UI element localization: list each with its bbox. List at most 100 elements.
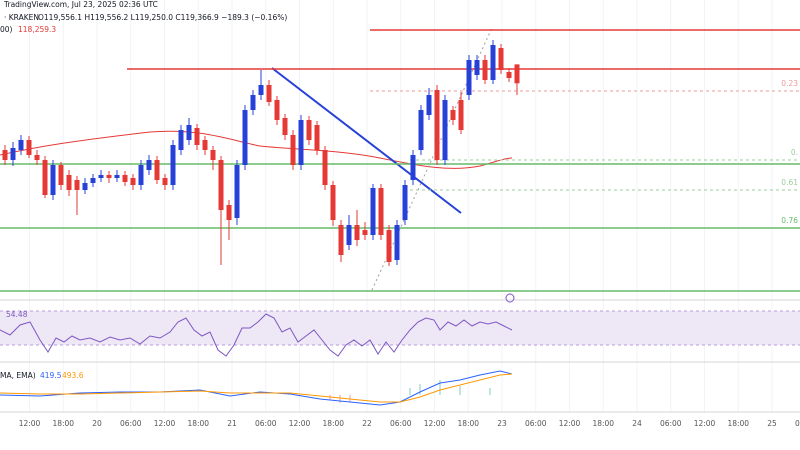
candle-body — [186, 125, 192, 140]
candle-body — [290, 135, 296, 165]
x-tick-label: 12:00 — [424, 419, 446, 428]
candles — [2, 40, 520, 266]
rsi-line — [0, 313, 513, 357]
candle-body — [274, 100, 280, 120]
candle-body — [74, 180, 80, 190]
candle-body — [298, 120, 304, 165]
x-tick-label: 06:00 — [660, 419, 682, 428]
levels: 0.23 0. 0.61 0.76 — [0, 29, 800, 292]
candle-body — [306, 120, 312, 140]
candle-body — [122, 175, 128, 182]
candle-body — [82, 183, 88, 190]
candle-body — [474, 60, 480, 75]
candle-body — [242, 110, 248, 165]
x-tick-label: 18:00 — [52, 419, 74, 428]
x-tick-label: 25 — [767, 419, 777, 428]
x-tick-label: 12:00 — [154, 419, 176, 428]
candle-body — [194, 128, 200, 145]
candle-body — [330, 185, 336, 220]
fib-label: 0.76 — [781, 216, 798, 225]
signal-line — [0, 373, 513, 403]
candle-body — [514, 64, 520, 84]
event-icon[interactable] — [505, 293, 515, 303]
x-tick-label: 22 — [362, 419, 372, 428]
candle-body — [226, 205, 232, 220]
candle-body — [418, 110, 424, 150]
candle-body — [450, 110, 456, 120]
candle-body — [58, 165, 64, 185]
candle-body — [162, 178, 168, 185]
ma-value: 118,259.3 — [18, 25, 56, 34]
candle-body — [202, 140, 208, 150]
candle-body — [370, 188, 376, 235]
x-tick-label: 18:00 — [727, 419, 749, 428]
candle-body — [42, 160, 48, 195]
exchange-label: · KRAKEN — [4, 13, 39, 22]
candle-body — [482, 60, 488, 80]
candle-body — [10, 148, 16, 160]
candle-body — [114, 175, 120, 178]
candle-body — [90, 178, 96, 183]
macd-header: MA, EMA) — [0, 371, 36, 380]
candle-body — [490, 45, 496, 80]
x-tick-label: 18:00 — [187, 419, 209, 428]
x-tick-label: 18:00 — [592, 419, 614, 428]
x-tick-label: 12:00 — [559, 419, 581, 428]
candle-body — [146, 160, 152, 170]
candle-body — [50, 165, 56, 195]
fib-label: 0. — [791, 148, 798, 157]
candle-body — [98, 175, 104, 178]
candle-body — [250, 95, 256, 110]
rsi-band — [0, 311, 800, 345]
macd-value: 419.5 — [40, 371, 62, 380]
macd-line — [0, 370, 513, 406]
x-tick-label: 24 — [632, 419, 642, 428]
candle-body — [282, 118, 288, 135]
candle-body — [130, 178, 136, 185]
candle-body — [442, 100, 448, 160]
x-tick-label: 21 — [227, 419, 237, 428]
x-tick-label: 18:00 — [457, 419, 479, 428]
fib-label: 0.61 — [781, 178, 798, 187]
signal-value: 493.6 — [62, 371, 84, 380]
candle-body — [402, 185, 408, 220]
candle-body — [322, 150, 328, 185]
candle-body — [154, 160, 160, 180]
candle-body — [434, 90, 440, 160]
x-axis: 00 12:00 18:00 20 06:00 12:00 18:00 21 06:00 12:0… — [0, 419, 800, 428]
x-tick-label: 00 — [0, 419, 1, 428]
ohlc-header: O119,556.1 H119,556.2 L119,250.0 C119,36… — [38, 13, 287, 22]
x-tick-label: 23 — [497, 419, 507, 428]
candle-body — [258, 85, 264, 95]
candle-body — [138, 165, 144, 185]
candle-body — [66, 175, 72, 190]
x-tick-label: 20 — [92, 419, 102, 428]
candle-body — [106, 175, 112, 178]
candle-body — [354, 225, 360, 240]
candle-body — [234, 165, 240, 218]
fib-guide — [371, 27, 493, 291]
x-tick-label: 18:00 — [322, 419, 344, 428]
candle-body — [210, 150, 216, 160]
x-tick-label: 06:00 — [525, 419, 547, 428]
candle-body — [338, 225, 344, 255]
candle-body — [378, 188, 384, 235]
candle-body — [26, 140, 32, 155]
ma-header: 00) — [0, 25, 13, 34]
candle-body — [18, 140, 24, 150]
candle-body — [346, 225, 352, 245]
x-tick-label: 12:00 — [19, 419, 41, 428]
candle-body — [34, 155, 40, 160]
candle-body — [178, 130, 184, 150]
trend-line — [271, 67, 462, 214]
candle-body — [466, 60, 472, 95]
x-tick-label: 06:00 — [255, 419, 277, 428]
candle-body — [170, 145, 176, 185]
rsi-value: 54.48 — [6, 310, 28, 319]
candle-body — [506, 72, 512, 78]
x-tick-label: 12:00 — [694, 419, 716, 428]
candle-body — [2, 150, 8, 160]
candle-body — [314, 125, 320, 150]
